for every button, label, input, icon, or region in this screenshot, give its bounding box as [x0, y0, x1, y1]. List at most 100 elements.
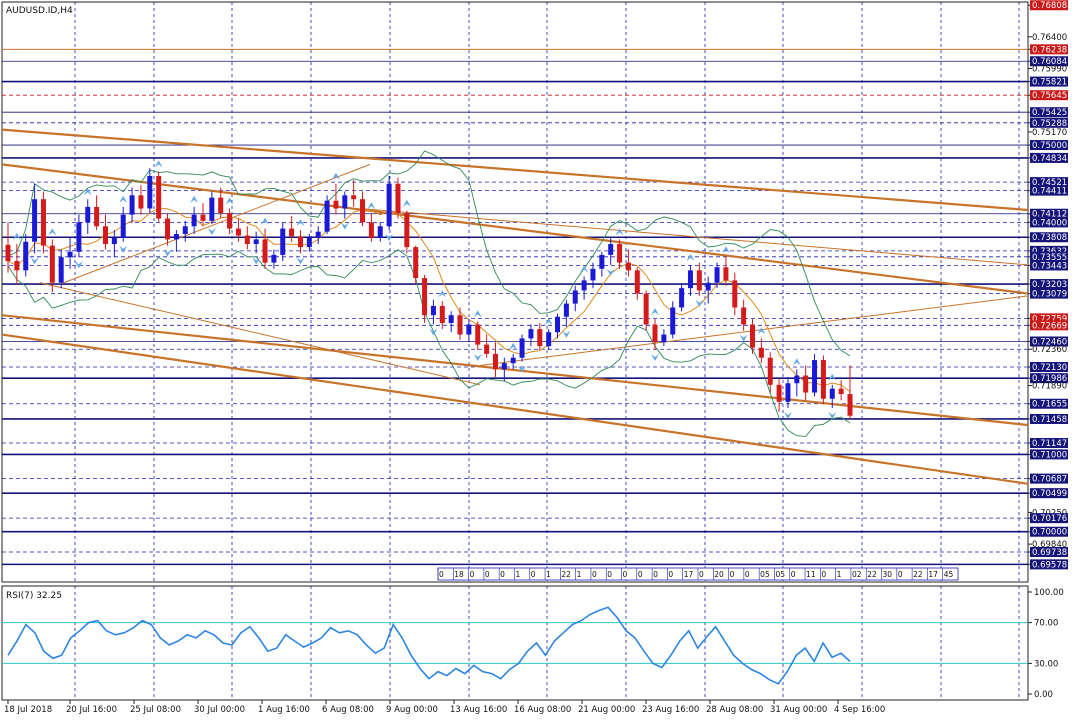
rsi-panel: 100.00 70.00 30.00 0.00	[2, 588, 1064, 700]
price-level-badge-label: 0.69738	[1032, 548, 1067, 558]
time-strip-label: 22	[561, 570, 571, 579]
price-level-badge	[1030, 245, 1068, 256]
bull-candle	[377, 226, 383, 238]
time-axis-label: 25 Jul 08:00	[130, 705, 181, 715]
time-strip: 0 18 0 0 0 1 0 1 22 1 0 0 0 0 0 0 17 0 20 0 0 05 05 0 11 0 1 02 22 30…	[437, 567, 959, 581]
bull-candle	[76, 222, 82, 252]
fractal-down-marker	[119, 245, 128, 253]
bear-candle	[732, 280, 738, 308]
fractal-down-marker	[340, 222, 349, 230]
trendline	[59, 163, 371, 285]
time-strip-label: 0	[898, 570, 903, 579]
fractal-down-marker	[30, 257, 39, 265]
bull-candle	[191, 214, 197, 227]
price-level-badge-label: 0.75645	[1032, 91, 1067, 101]
trendline	[1, 314, 1029, 427]
price-level-badge	[1030, 449, 1068, 460]
fractal-up-marker	[261, 217, 270, 225]
candlestick-series	[5, 168, 853, 420]
fractal-up-marker	[296, 219, 305, 227]
price-axis-label: 0.75170	[1032, 128, 1067, 138]
bull-candle	[510, 357, 516, 364]
time-strip-label: 0	[500, 570, 505, 579]
bull-candle	[572, 290, 578, 304]
bull-candle	[714, 267, 720, 283]
bear-candle	[227, 213, 233, 229]
bull-candle	[563, 303, 569, 317]
bear-candle	[537, 329, 543, 347]
price-level-badge	[1030, 260, 1068, 271]
bear-candle	[758, 347, 764, 358]
fractal-up-marker	[402, 199, 411, 207]
fractal-down-marker	[518, 365, 527, 373]
price-level-badge-label: 0.75000	[1032, 141, 1067, 151]
price-level-badge	[1030, 373, 1068, 384]
fractal-up-marker	[544, 318, 553, 326]
bear-candle	[634, 270, 640, 294]
time-axis-label: 13 Aug 16:00	[450, 705, 507, 715]
time-strip-label: 0	[821, 570, 826, 579]
trendline	[359, 207, 1029, 266]
time-strip-label: 0	[623, 570, 628, 579]
price-level-badge-label: 0.71458	[1032, 415, 1067, 425]
price-level-badge-label: 0.74000	[1032, 218, 1067, 228]
price-level-badge-label: 0.72759	[1032, 314, 1067, 324]
time-strip-label: 0	[485, 570, 490, 579]
bear-candle	[750, 324, 756, 348]
trendline	[1, 333, 1029, 485]
bear-candle	[94, 206, 100, 227]
price-level-lines	[2, 48, 1028, 566]
bear-candle	[14, 261, 20, 271]
fractal-up-marker	[12, 233, 21, 241]
price-level-badge-label: 0.74411	[1032, 187, 1067, 197]
time-strip-label: 0	[638, 570, 643, 579]
bear-candle	[218, 197, 224, 214]
bull-candle	[829, 388, 835, 399]
price-level-badge	[1030, 362, 1068, 373]
bull-candle	[147, 176, 153, 209]
fractal-up-marker	[190, 195, 199, 203]
bull-candle	[280, 228, 286, 255]
price-level-badge	[1030, 107, 1068, 118]
time-strip-label: 17	[928, 570, 938, 579]
price-level-badge	[1030, 185, 1068, 196]
time-axis: 18 Jul 2018 20 Jul 16:00 25 Jul 08:00 30 Ju…	[4, 700, 885, 715]
price-level-badge	[1030, 288, 1068, 299]
price-level-badge-label: 0.73079	[1032, 290, 1067, 300]
fractal-up-marker	[828, 373, 837, 381]
rsi-axis-label: 100.00	[1034, 588, 1064, 598]
bear-candle	[333, 200, 339, 209]
rsi-line	[7, 606, 851, 685]
price-axis-label: 0.71890	[1032, 382, 1067, 392]
trendline	[39, 282, 481, 386]
bear-candle	[457, 315, 463, 335]
price-panel-frame	[1, 1, 1029, 583]
time-strip-label: 0	[470, 570, 475, 579]
bear-candle	[200, 214, 206, 221]
trendline	[1, 128, 1029, 212]
price-level-badge	[1030, 546, 1068, 557]
bear-candle	[439, 305, 445, 323]
price-level-badge-label: 0.71000	[1032, 450, 1067, 460]
bull-candle	[58, 257, 64, 283]
price-level-badge-label: 0.73203	[1032, 280, 1067, 290]
time-axis-label: 1 Aug 16:00	[258, 705, 310, 715]
price-axis-label: 0.75990	[1032, 65, 1067, 75]
trendline-layer	[1, 128, 1029, 485]
bull-candle	[555, 316, 561, 333]
time-axis-label: 18 Jul 2018	[4, 705, 52, 715]
bull-candle	[812, 360, 818, 393]
fractal-down-marker	[562, 330, 571, 338]
price-level-badge	[1030, 232, 1068, 243]
fractal-up-marker	[438, 290, 447, 298]
time-axis-label: 30 Jul 00:00	[194, 705, 245, 715]
bear-candle	[820, 360, 826, 399]
price-level-badge	[1030, 320, 1068, 331]
bollinger-bands	[7, 150, 851, 437]
price-level-badge	[1030, 559, 1068, 570]
fractal-up-marker	[83, 188, 92, 196]
fractal-down-marker	[252, 257, 261, 265]
bear-candle	[49, 245, 55, 283]
